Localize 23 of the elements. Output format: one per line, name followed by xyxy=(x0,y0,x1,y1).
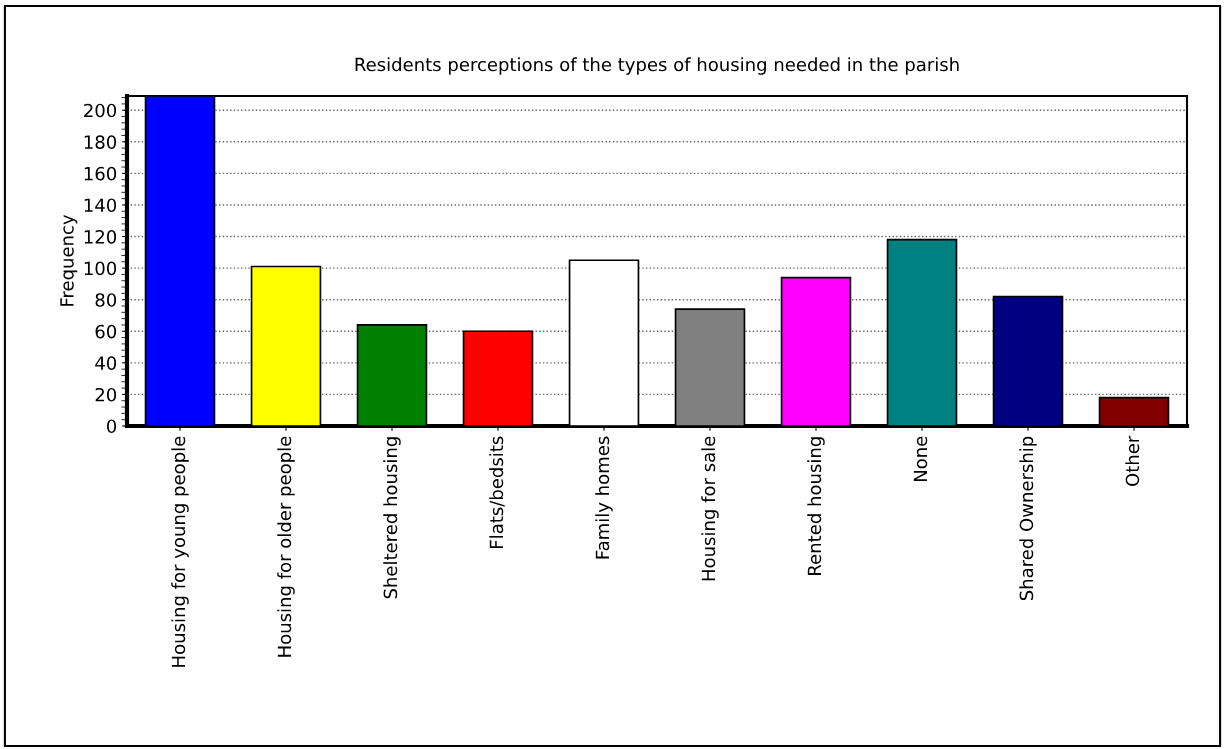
y-axis-title: Frequency xyxy=(60,214,78,306)
y-tick-label: 20 xyxy=(95,387,117,402)
chart-title: Residents perceptions of the types of housing needed in the parish xyxy=(355,57,959,75)
x-tick-label: None xyxy=(913,436,928,482)
y-tick-label: 40 xyxy=(95,356,117,370)
y-tick-label: 0 xyxy=(106,419,117,434)
y-tick-label: 80 xyxy=(95,293,117,307)
x-tick-label: Housing for young people xyxy=(171,436,189,667)
y-tick-label: 100 xyxy=(84,261,117,276)
x-tick-label: Sheltered housing xyxy=(383,437,401,599)
x-tick-label: Housing for older people xyxy=(277,436,295,657)
x-tick-label: Flats/bedsits xyxy=(489,436,505,548)
x-tick-label: Rented housing xyxy=(807,437,825,575)
y-tick-label: 120 xyxy=(84,229,117,244)
x-tick-label: Housing for sale xyxy=(701,436,719,581)
x-tick-label: Other xyxy=(1125,435,1140,486)
x-tick-label: Family homes xyxy=(595,436,613,559)
x-tick-label: Shared Ownership xyxy=(1019,436,1037,601)
y-tick-label: 60 xyxy=(95,324,117,339)
y-tick-label: 140 xyxy=(84,198,117,213)
y-tick-label: 160 xyxy=(84,166,117,181)
y-tick-label: 180 xyxy=(84,135,117,149)
y-tick-label: 200 xyxy=(84,103,117,118)
